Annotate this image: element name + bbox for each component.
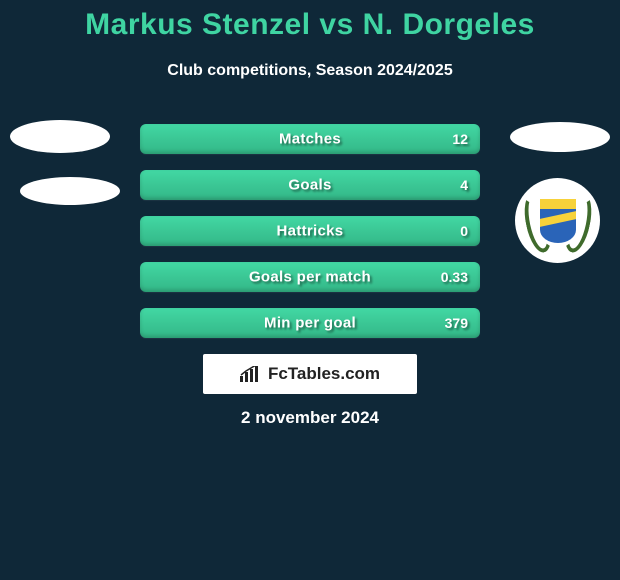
club-crest-icon [528, 191, 588, 251]
stat-label: Min per goal [140, 315, 480, 332]
stat-bar-goals-per-match: Goals per match 0.33 [140, 262, 480, 292]
stat-value: 0 [460, 223, 468, 239]
logo-text: FcTables.com [268, 364, 380, 384]
source-logo: FcTables.com [203, 354, 417, 394]
stat-value: 0.33 [441, 269, 468, 285]
stat-value: 12 [452, 131, 468, 147]
stat-bar-min-per-goal: Min per goal 379 [140, 308, 480, 338]
page-title: Markus Stenzel vs N. Dorgeles [0, 8, 620, 42]
club-left-crest-placeholder [20, 177, 120, 205]
page-subtitle: Club competitions, Season 2024/2025 [0, 62, 620, 80]
player-right-avatar-placeholder [510, 122, 610, 152]
snapshot-date: 2 november 2024 [0, 408, 620, 428]
stat-label: Matches [140, 131, 480, 148]
club-right-crest [515, 178, 600, 263]
stat-label: Goals [140, 177, 480, 194]
stat-value: 4 [460, 177, 468, 193]
logo-icon [240, 366, 262, 382]
stats-bar-group: Matches 12 Goals 4 Hattricks 0 Goals per… [140, 124, 480, 354]
stat-bar-goals: Goals 4 [140, 170, 480, 200]
stat-value: 379 [445, 315, 468, 331]
stat-bar-matches: Matches 12 [140, 124, 480, 154]
stat-label: Goals per match [140, 269, 480, 286]
stat-label: Hattricks [140, 223, 480, 240]
stat-bar-hattricks: Hattricks 0 [140, 216, 480, 246]
player-left-avatar-placeholder [10, 120, 110, 153]
